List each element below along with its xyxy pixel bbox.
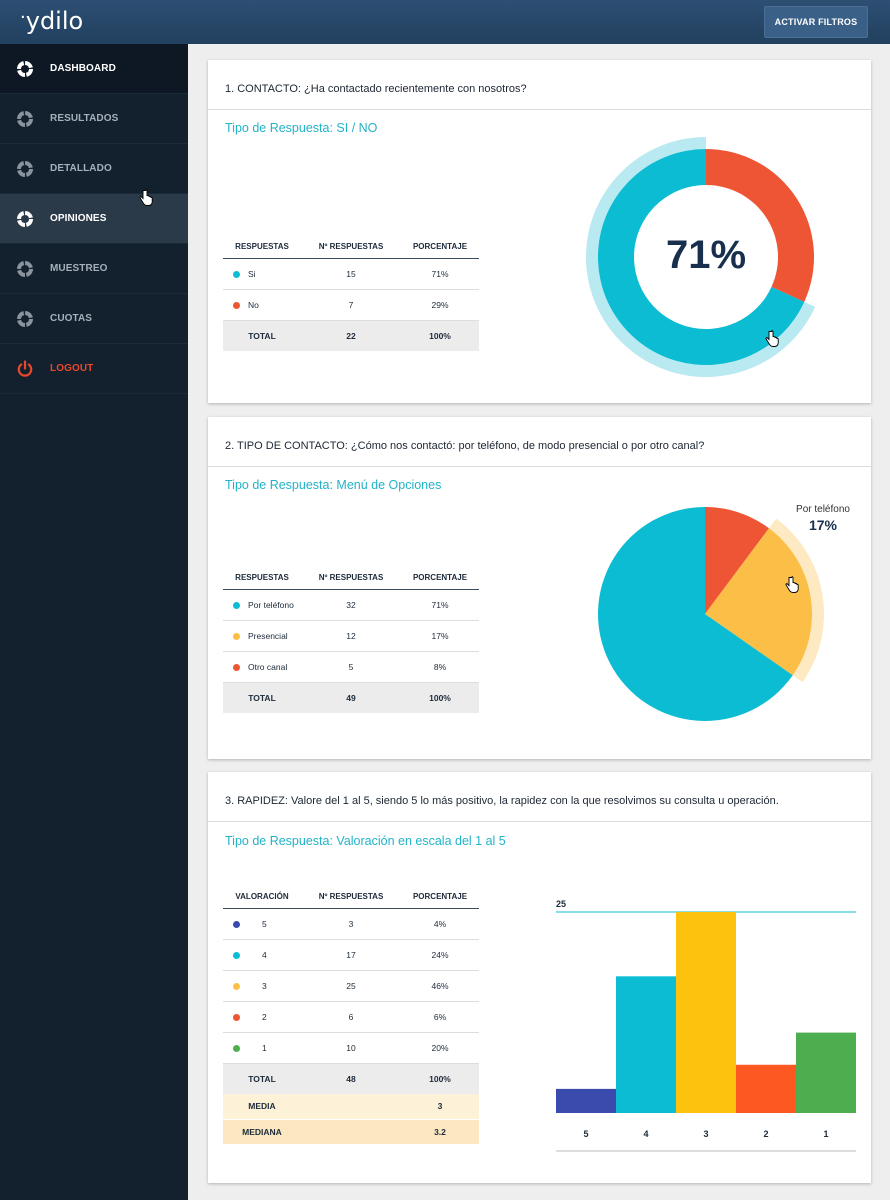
x-tick-label: 2: [763, 1129, 768, 1139]
question-title: 1. CONTACTO: ¿Ha contactado recientement…: [208, 60, 871, 110]
response-type-label: Tipo de Respuesta: SI / NO: [225, 121, 378, 135]
max-value-label: 25: [556, 899, 566, 909]
legend-dot: [233, 920, 240, 928]
top-bar: ·ydilo ACTIVAR FILTROS: [0, 0, 890, 44]
pie-chart[interactable]: [588, 497, 838, 737]
tooltip-value: 17%: [808, 517, 838, 533]
sidebar-item-label: DETALLADO: [50, 163, 112, 174]
pie-slice-por-telefono: [598, 507, 793, 721]
sidebar-item-opiniones[interactable]: OPINIONES: [0, 189, 188, 244]
hand-cursor-icon: [139, 189, 153, 206]
table-row: Si 15 71%: [223, 258, 479, 290]
power-icon: [17, 360, 33, 377]
sidebar-item-label: RESULTADOS: [50, 113, 119, 124]
legend-dot: [233, 663, 240, 671]
table-row: Otro canal 5 8%: [223, 651, 479, 683]
results-table: RESPUESTAS Nº RESPUESTAS PORCENTAJE Si 1…: [223, 236, 479, 351]
sidebar: DASHBOARD RESULTADOS DETALLADO OPINIONES…: [0, 44, 188, 1200]
results-table: RESPUESTAS Nº RESPUESTAS PORCENTAJE Por …: [223, 567, 479, 713]
legend-dot: [233, 1044, 240, 1052]
sidebar-item-resultados[interactable]: RESULTADOS: [0, 94, 188, 144]
bar-chart[interactable]: 25 5 4 3 2 1: [548, 892, 868, 1162]
column-header: VALORACIÓN: [223, 886, 301, 909]
response-type-label: Tipo de Respuesta: Menú de Opciones: [225, 478, 442, 492]
donut-center-label: 71%: [666, 233, 746, 277]
table-row: Presencial 12 17%: [223, 620, 479, 652]
pie-hover-halo: [768, 518, 824, 683]
question-title: 3. RAPIDEZ: Valore del 1 al 5, siendo 5 …: [208, 772, 871, 822]
table-mediana-row: MEDIANA 3.2: [223, 1119, 479, 1144]
table-media-row: MEDIA 3: [223, 1094, 479, 1120]
column-header: PORCENTAJE: [401, 236, 479, 259]
bar-3: [676, 912, 736, 1113]
column-header: Nº RESPUESTAS: [301, 236, 401, 259]
column-header: Nº RESPUESTAS: [301, 567, 401, 590]
bar-2: [736, 1064, 796, 1113]
sidebar-item-dashboard[interactable]: DASHBOARD: [0, 44, 188, 94]
legend-dot: [233, 982, 240, 990]
sidebar-item-label: MUESTREO: [50, 263, 108, 274]
sidebar-item-label: LOGOUT: [50, 363, 94, 374]
question-card-1: 1. CONTACTO: ¿Ha contactado recientement…: [208, 60, 871, 403]
ring-icon: [17, 111, 33, 127]
legend-dot: [233, 1013, 240, 1021]
table-total-row: TOTAL 22 100%: [223, 320, 479, 351]
x-tick-label: 4: [643, 1129, 648, 1139]
column-header: RESPUESTAS: [223, 236, 301, 259]
ring-icon: [17, 311, 33, 327]
donut-slice-si: [598, 149, 805, 365]
table-row: Por teléfono 32 71%: [223, 589, 479, 621]
x-tick-label: 3: [703, 1129, 708, 1139]
sidebar-item-logout[interactable]: LOGOUT: [0, 344, 188, 394]
table-row: No 7 29%: [223, 289, 479, 321]
ring-icon: [17, 211, 33, 227]
sidebar-item-cuotas[interactable]: CUOTAS: [0, 294, 188, 344]
ring-icon: [17, 61, 33, 77]
column-header: RESPUESTAS: [223, 567, 301, 590]
bar-1: [796, 1032, 856, 1113]
legend-dot: [233, 270, 240, 278]
sidebar-item-label: OPINIONES: [50, 213, 107, 224]
x-tick-label: 5: [583, 1129, 588, 1139]
ring-icon: [17, 261, 33, 277]
response-type-label: Tipo de Respuesta: Valoración en escala …: [225, 834, 506, 848]
column-header: Nº RESPUESTAS: [301, 886, 401, 909]
table-row: 2 6 6%: [223, 1001, 479, 1033]
table-row: 5 3 4%: [223, 908, 479, 940]
ydilo-logo[interactable]: ·ydilo: [20, 7, 84, 35]
hand-cursor-icon: [785, 576, 799, 593]
bar-4: [616, 976, 676, 1113]
question-card-2: 2. TIPO DE CONTACTO: ¿Cómo nos contactó:…: [208, 417, 871, 759]
tooltip-label: Por teléfono: [796, 504, 850, 515]
bar-5: [556, 1088, 616, 1113]
donut-chart[interactable]: 71%: [578, 132, 838, 392]
table-total-row: TOTAL 48 100%: [223, 1063, 479, 1094]
legend-dot: [233, 301, 240, 309]
table-total-row: TOTAL 49 100%: [223, 682, 479, 713]
table-row: 4 17 24%: [223, 939, 479, 971]
table-row: 1 10 20%: [223, 1032, 479, 1064]
sidebar-item-label: CUOTAS: [50, 313, 93, 324]
column-header: PORCENTAJE: [401, 567, 479, 590]
donut-slice-no: [706, 149, 814, 302]
question-title: 2. TIPO DE CONTACTO: ¿Cómo nos contactó:…: [208, 417, 871, 467]
activate-filters-button[interactable]: ACTIVAR FILTROS: [764, 6, 868, 38]
x-tick-label: 1: [823, 1129, 828, 1139]
ring-icon: [17, 161, 33, 177]
pie-slice-otro-canal: [705, 507, 769, 614]
results-table: VALORACIÓN Nº RESPUESTAS PORCENTAJE 5 3 …: [223, 886, 479, 1144]
legend-dot: [233, 951, 240, 959]
question-card-3: 3. RAPIDEZ: Valore del 1 al 5, siendo 5 …: [208, 772, 871, 1183]
sidebar-item-label: DASHBOARD: [50, 63, 116, 74]
legend-dot: [233, 632, 240, 640]
legend-dot: [233, 601, 240, 609]
sidebar-item-muestreo[interactable]: MUESTREO: [0, 244, 188, 294]
table-row: 3 25 46%: [223, 970, 479, 1002]
sidebar-item-detallado[interactable]: DETALLADO: [0, 144, 188, 194]
hand-cursor-icon: [765, 330, 779, 347]
pie-slice-presencial: [705, 528, 812, 676]
pie-tooltip: Por teléfono 17%: [783, 504, 863, 533]
column-header: PORCENTAJE: [401, 886, 479, 909]
